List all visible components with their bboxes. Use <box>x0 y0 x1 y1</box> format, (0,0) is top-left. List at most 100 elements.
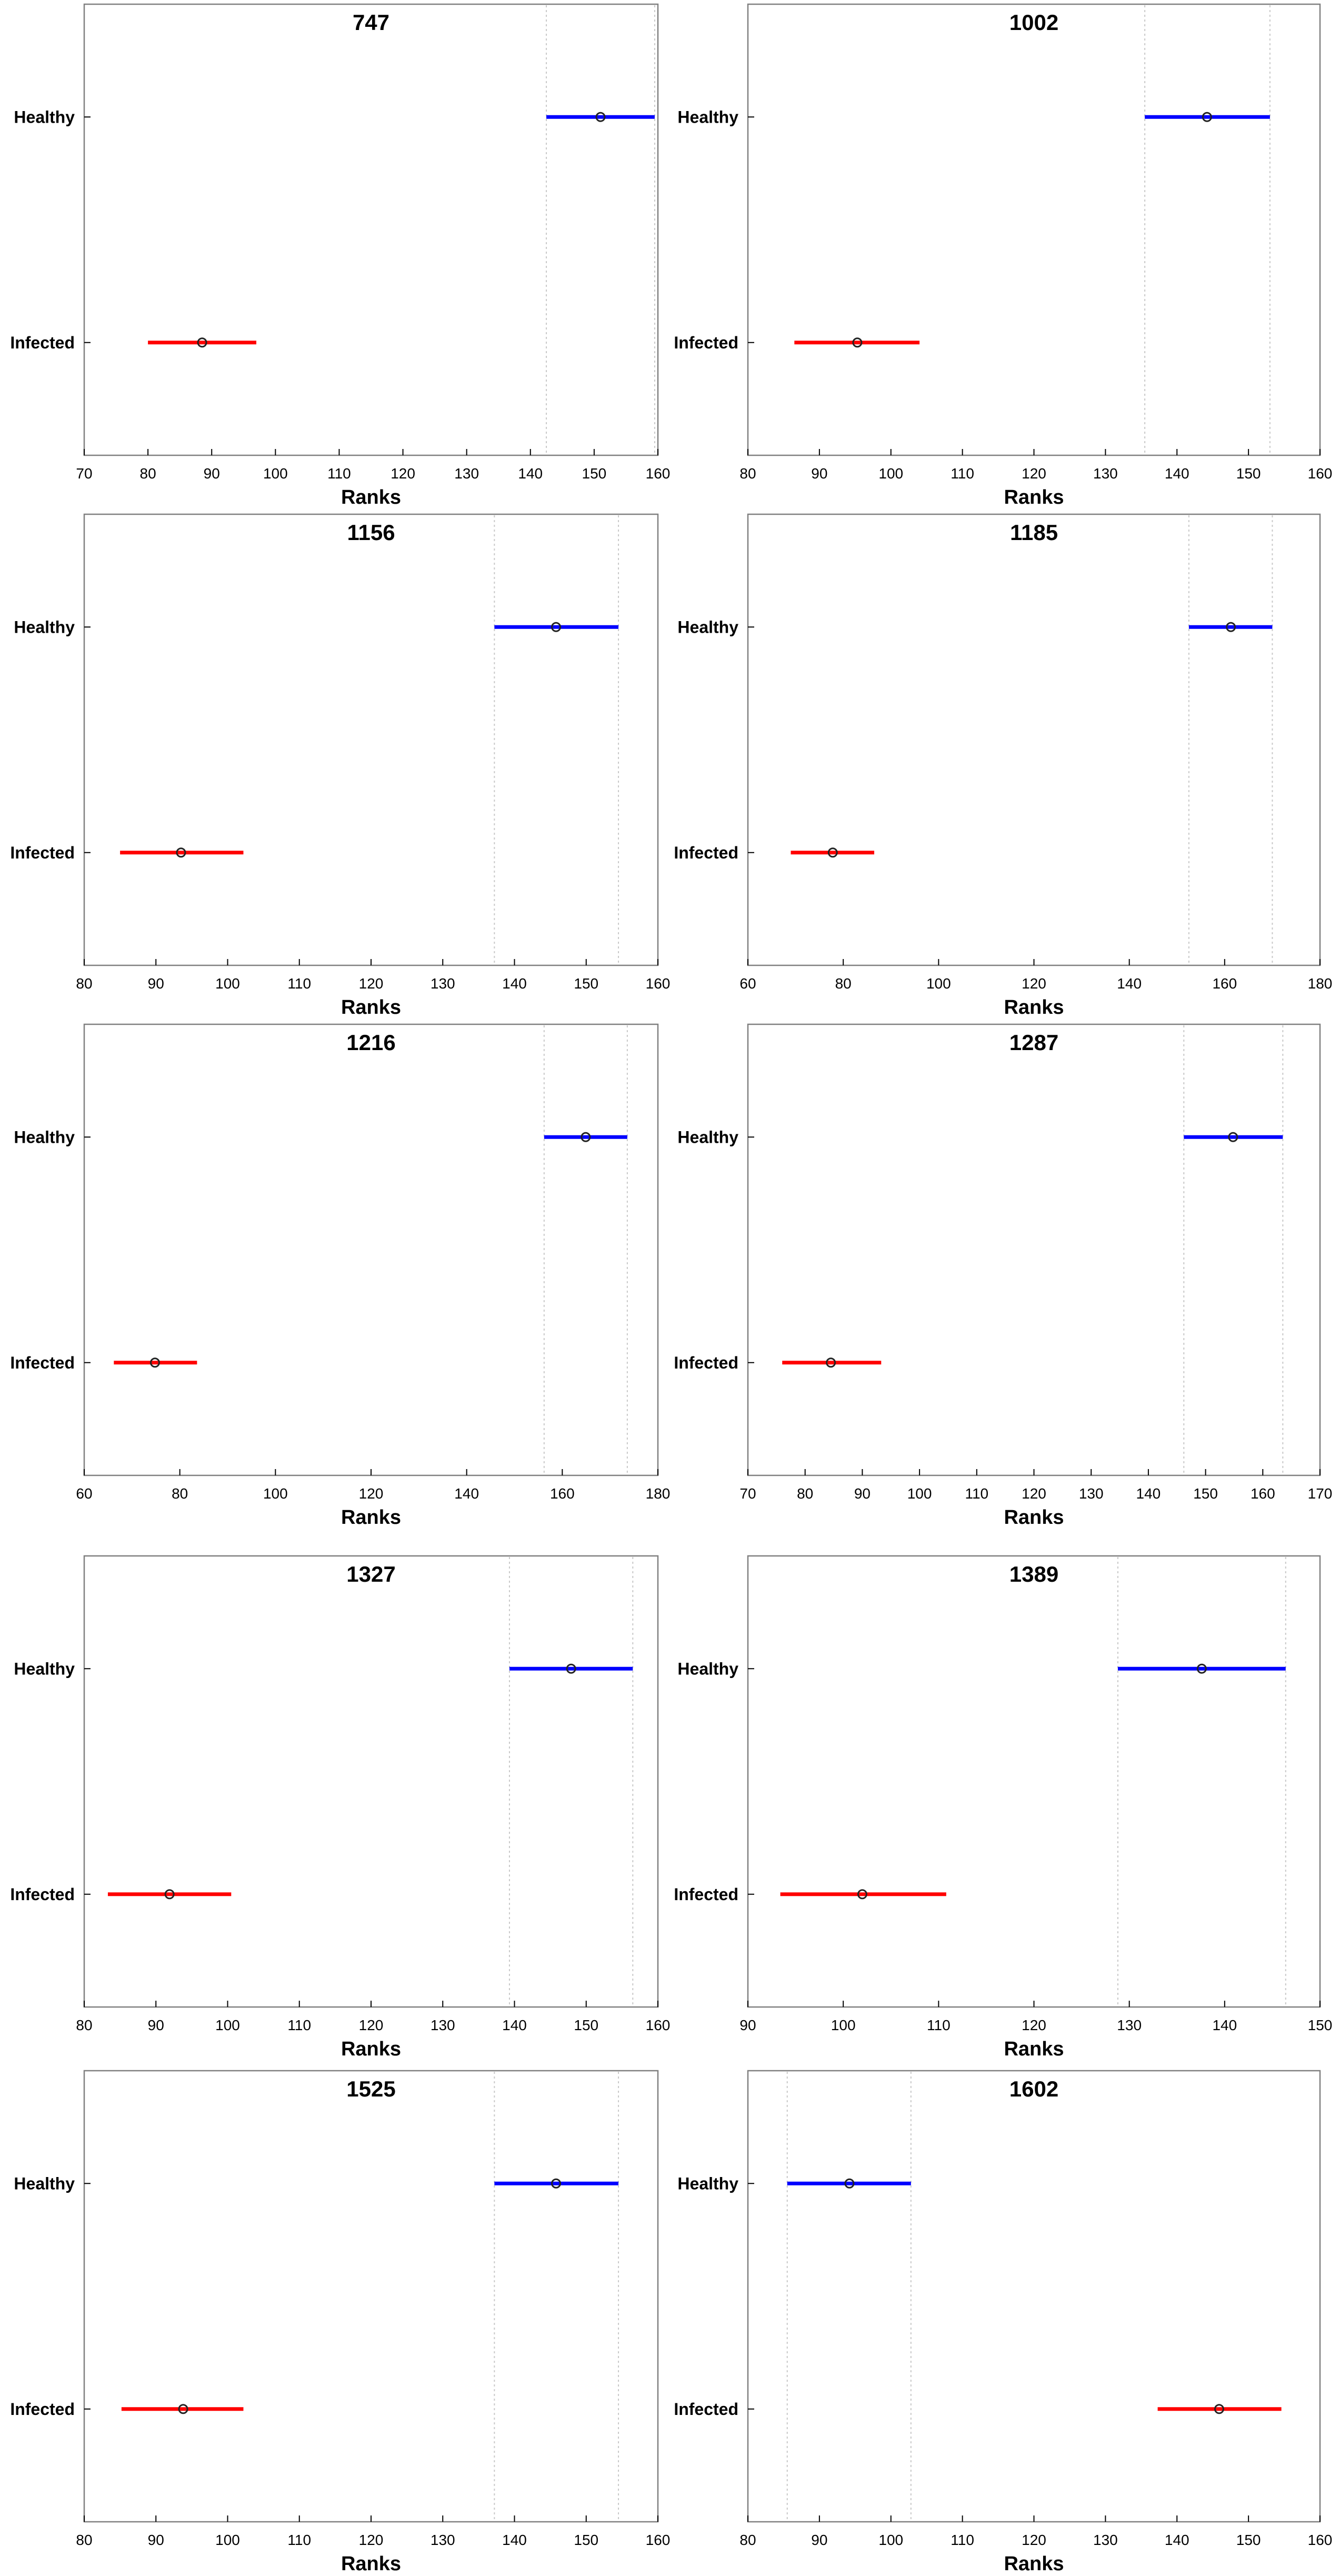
x-tick-label: 150 <box>574 2017 598 2033</box>
plot-frame <box>83 1023 659 1476</box>
x-tick-label: 140 <box>454 1485 479 1502</box>
x-tick-label: 90 <box>811 2532 827 2548</box>
x-axis-label: Ranks <box>1004 486 1064 508</box>
plot-frame <box>747 1023 1321 1476</box>
plot-frame <box>747 1555 1321 2008</box>
y-category-label: Healthy <box>677 2174 738 2193</box>
x-tick-label: 80 <box>172 1485 188 1502</box>
x-tick-label: 90 <box>739 2017 756 2033</box>
center-marker-infected <box>857 1889 867 1900</box>
center-marker-infected <box>827 847 838 858</box>
x-tick-label: 120 <box>1022 465 1046 482</box>
x-axis-label: Ranks <box>341 1506 401 1529</box>
y-category-label: Infected <box>10 843 75 862</box>
x-tick-label: 80 <box>76 2532 92 2548</box>
center-marker-infected <box>852 337 863 348</box>
x-tick-label: 100 <box>263 465 288 482</box>
chart-panel-1327: 80 90 100 110 120 130 140 150 160 Healthy Infected… <box>10 1555 670 2060</box>
center-marker-healthy <box>551 2178 562 2189</box>
x-tick-label: 120 <box>391 465 415 482</box>
chart-panel-1216: 60 80 100 120 140 160 180 Healthy Infected 1216 Ra… <box>10 1023 671 1529</box>
x-tick-label: 130 <box>431 975 455 992</box>
x-tick-label: 140 <box>1117 975 1142 992</box>
x-tick-label: 80 <box>76 975 92 992</box>
x-tick-label: 150 <box>574 2532 598 2548</box>
chart-panel-1389: 90 100 110 120 130 140 150 Healthy Infected 1389 R… <box>674 1555 1333 2060</box>
x-tick-label: 150 <box>1308 2017 1333 2033</box>
x-axis-label: Ranks <box>341 486 401 508</box>
x-tick-label: 100 <box>878 465 903 482</box>
x-tick-label: 130 <box>1093 2532 1118 2548</box>
x-axis-label: Ranks <box>1004 2038 1064 2060</box>
x-tick-label: 150 <box>574 975 598 992</box>
panel-title: 1216 <box>346 1030 395 1055</box>
center-marker-healthy <box>1202 112 1212 122</box>
center-marker-infected <box>149 1357 160 1368</box>
plot-frame <box>747 3 1321 456</box>
x-tick-label: 90 <box>854 1485 871 1502</box>
x-tick-label: 80 <box>76 2017 92 2033</box>
y-category-label: Infected <box>10 2400 75 2419</box>
chart-panel-747: 70 80 90 100 110 120 130 140 150 160 Healthy Infect… <box>10 3 670 508</box>
x-tick-label: 80 <box>797 1485 813 1502</box>
plot-frame <box>83 3 659 456</box>
x-tick-label: 130 <box>431 2532 455 2548</box>
plot-frame <box>747 2070 1321 2523</box>
chart-panel-1002: 80 90 100 110 120 130 140 150 160 Healthy Infected… <box>674 3 1332 508</box>
x-tick-label: 160 <box>1212 975 1237 992</box>
x-tick-label: 120 <box>359 2532 384 2548</box>
x-tick-label: 120 <box>1022 975 1046 992</box>
panel-title: 747 <box>353 10 389 35</box>
x-tick-label: 170 <box>1308 1485 1333 1502</box>
x-tick-label: 110 <box>327 465 351 482</box>
x-tick-label: 140 <box>502 2532 527 2548</box>
panel-title: 1327 <box>346 1562 395 1586</box>
y-category-label: Infected <box>10 1885 75 1904</box>
center-marker-healthy <box>595 112 606 122</box>
x-tick-label: 140 <box>1165 2532 1189 2548</box>
plot-frame <box>83 1555 659 2008</box>
x-tick-label: 70 <box>739 1485 756 1502</box>
x-tick-label: 70 <box>76 465 92 482</box>
x-tick-label: 160 <box>550 1485 575 1502</box>
x-tick-label: 100 <box>263 1485 288 1502</box>
x-tick-label: 100 <box>907 1485 932 1502</box>
panel-title: 1389 <box>1009 1562 1058 1586</box>
center-marker-healthy <box>1228 1132 1238 1142</box>
y-category-label: Healthy <box>14 2174 75 2193</box>
y-category-label: Healthy <box>14 1127 75 1146</box>
chart-panel-1156: 80 90 100 110 120 130 140 150 160 Healthy Infected… <box>10 513 670 1019</box>
y-category-label: Infected <box>674 333 738 352</box>
x-tick-label: 120 <box>1022 1485 1046 1502</box>
center-marker-infected <box>178 2404 188 2414</box>
x-tick-label: 90 <box>148 2532 164 2548</box>
panel-title: 1185 <box>1010 520 1058 545</box>
panel-title: 1156 <box>347 520 395 545</box>
y-category-label: Infected <box>674 1353 738 1372</box>
x-tick-label: 100 <box>215 975 240 992</box>
panel-title: 1525 <box>346 2076 395 2101</box>
x-tick-label: 100 <box>831 2017 856 2033</box>
center-marker-healthy <box>581 1132 591 1142</box>
x-tick-label: 60 <box>739 975 756 992</box>
x-tick-label: 150 <box>582 465 607 482</box>
y-category-label: Infected <box>674 2400 738 2419</box>
panel-title: 1287 <box>1009 1030 1058 1055</box>
chart-panel-1185: 60 80 100 120 140 160 180 Healthy Infected 1185 Ra… <box>674 513 1332 1019</box>
x-tick-label: 140 <box>1212 2017 1237 2033</box>
x-tick-label: 80 <box>739 2532 756 2548</box>
y-category-label: Healthy <box>677 1127 738 1146</box>
x-tick-label: 100 <box>926 975 951 992</box>
center-marker-healthy <box>551 622 562 632</box>
x-tick-label: 100 <box>878 2532 903 2548</box>
y-category-label: Healthy <box>14 107 75 126</box>
y-category-label: Infected <box>674 1885 738 1904</box>
x-tick-label: 90 <box>204 465 220 482</box>
x-tick-label: 160 <box>1308 2532 1333 2548</box>
y-category-label: Healthy <box>14 617 75 636</box>
x-tick-label: 100 <box>215 2532 240 2548</box>
center-marker-infected <box>176 847 186 858</box>
x-tick-label: 140 <box>518 465 543 482</box>
x-tick-label: 180 <box>646 1485 671 1502</box>
x-tick-label: 150 <box>1236 465 1261 482</box>
